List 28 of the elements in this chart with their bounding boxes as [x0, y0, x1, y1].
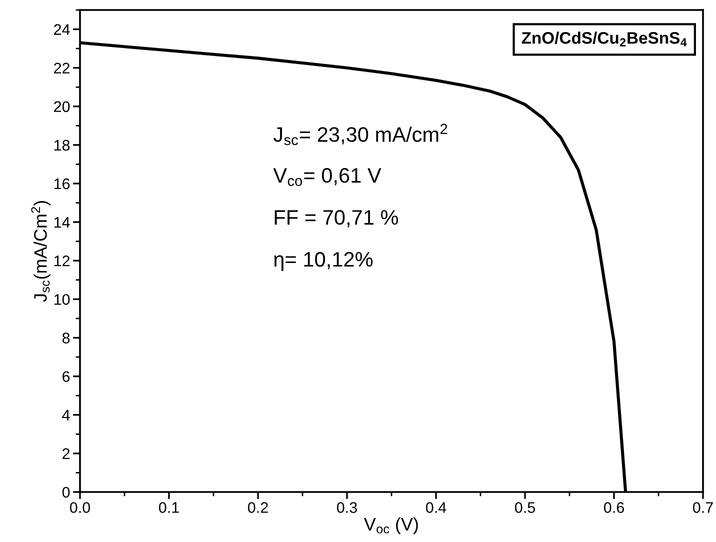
x-tick-label: 0.5 [514, 502, 535, 513]
y-tick-label: 6 [62, 371, 70, 382]
y-tick-label: 18 [54, 140, 70, 151]
x-tick-label: 0.3 [336, 502, 357, 513]
x-tick-label: 0.0 [70, 502, 90, 513]
x-tick-label: 0.7 [692, 502, 713, 513]
y-tick-label: 24 [54, 24, 70, 35]
x-tick-label: 0.1 [158, 502, 179, 513]
x-tick-label: 0.6 [604, 502, 624, 513]
y-tick-label: 2 [62, 448, 70, 459]
annotation: FF = 70,71 % [274, 210, 398, 228]
y-tick-label: 4 [62, 410, 70, 420]
y-tick-label: 12 [54, 256, 70, 266]
annotation: ZnO/CdS/Cu$_{2}$BeSnS$_{4}$ [522, 32, 687, 46]
annotation: V$_{co}$= 0,61 V [273, 168, 382, 186]
x-tick-label: 0.2 [248, 502, 268, 513]
y-axis-title: J$_{sc}$(mA/Cm$^{2}$) [31, 201, 50, 302]
y-tick-label: 16 [54, 178, 70, 190]
y-tick-label: 20 [54, 101, 70, 112]
x-axis-title: V$_{oc}$ (V) [364, 517, 418, 534]
x-tick-label: 0.4 [426, 502, 446, 513]
y-tick-label: 0 [62, 486, 70, 498]
y-tick-label: 8 [62, 332, 70, 344]
y-tick-label: 14 [54, 217, 70, 228]
y-tick-label: 10 [54, 294, 70, 305]
annotation: η= 10,12% [274, 252, 373, 271]
annotation: J$_{sc}$= 23,30 mA/cm$^{2}$ [273, 124, 448, 146]
y-tick-label: 22 [54, 62, 70, 74]
